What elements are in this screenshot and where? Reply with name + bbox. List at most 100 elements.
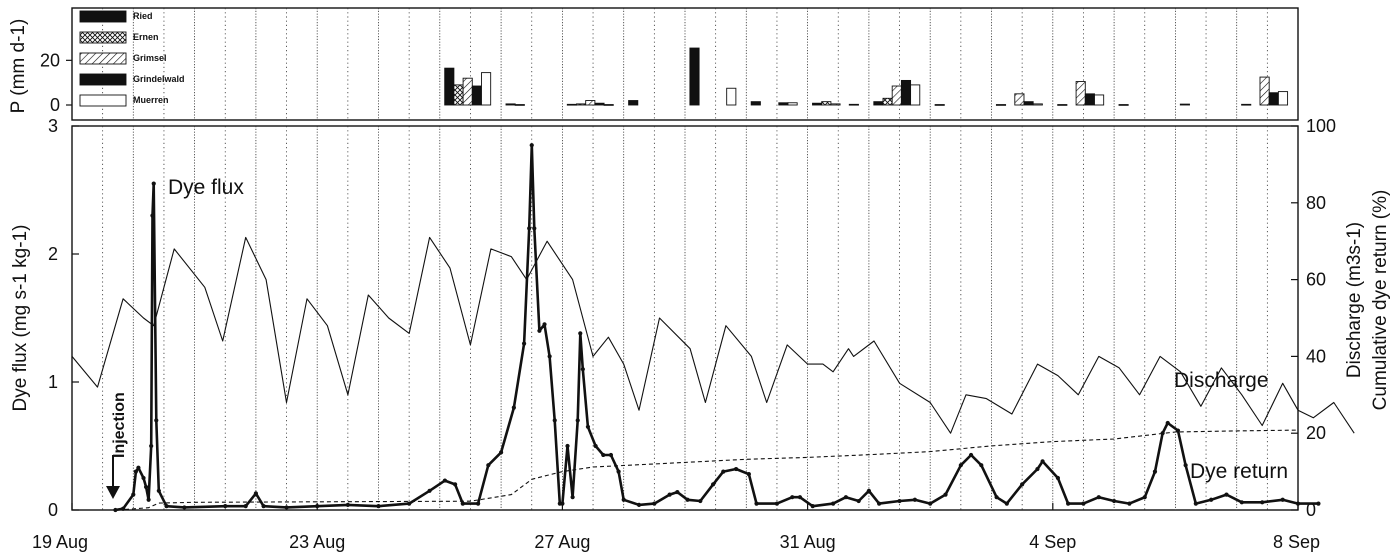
- precip-bar: [594, 102, 605, 106]
- dye-flux-point: [131, 492, 136, 497]
- right-y-axis-title-discharge: Discharge (m3s-1): [1344, 222, 1365, 378]
- dye-flux-point: [527, 226, 532, 231]
- annotation-dye-return: Dye return: [1190, 460, 1288, 483]
- legend-swatch: [79, 31, 127, 44]
- precip-bar: [1259, 76, 1270, 106]
- dye-flux-point: [150, 213, 155, 218]
- legend-label: Grindelwald: [133, 74, 185, 84]
- main-panel: 0 1 2 3 0 20 40 60 80 100 19 Aug 23 Aug 27 Aug 31 A…: [10, 116, 1391, 552]
- dye-flux-point: [243, 504, 248, 509]
- dye-flux-point: [912, 497, 917, 502]
- legend-label: Ernen: [133, 32, 159, 42]
- dye-flux-point: [1260, 500, 1265, 505]
- dye-flux-point: [182, 505, 187, 510]
- dye-flux-point: [1316, 501, 1321, 506]
- dye-flux-point: [1020, 482, 1025, 487]
- main-right-yticks: 0 20 40 60 80 100: [1291, 116, 1336, 520]
- dye-flux-point: [284, 505, 289, 510]
- dye-flux-point: [721, 469, 726, 474]
- precip-bar: [444, 67, 455, 106]
- right-ytick-label: 40: [1306, 346, 1326, 366]
- precip-bar: [1179, 103, 1190, 106]
- injection-marker: Injection: [106, 392, 128, 499]
- left-ytick-label: 2: [48, 244, 58, 264]
- xtick-label: 19 Aug: [32, 532, 88, 552]
- precip-bar: [726, 87, 737, 106]
- dye-flux-point: [1004, 501, 1009, 506]
- legend-label: Muerren: [133, 95, 169, 105]
- legend-swatch: [79, 10, 127, 23]
- precip-bar: [1277, 91, 1289, 106]
- precip-bar: [830, 103, 841, 106]
- injection-arrow-head: [106, 486, 120, 499]
- precip-bar: [689, 47, 700, 106]
- dye-flux-point: [542, 322, 547, 327]
- dye-flux-point: [427, 488, 432, 493]
- dye-flux-point: [149, 443, 154, 449]
- annotation-dye-flux: Dye flux: [168, 176, 244, 199]
- dye-flux-point: [831, 501, 836, 506]
- dye-flux-point: [1127, 501, 1132, 506]
- dye-flux-point: [560, 501, 565, 506]
- dye-flux-point: [843, 495, 849, 500]
- dye-flux-point: [968, 452, 974, 458]
- annotation-injection: Injection: [111, 392, 128, 458]
- dye-flux-point: [856, 498, 861, 504]
- precip-bar: [471, 85, 482, 106]
- dye-flux-point: [1096, 495, 1101, 500]
- precip-bar: [778, 102, 789, 106]
- legend-swatch: [79, 73, 127, 86]
- dye-flux-point: [580, 367, 585, 372]
- dye-flux-point: [537, 328, 542, 333]
- dye-flux-point: [1175, 428, 1181, 433]
- precip-bar: [1084, 93, 1095, 106]
- dye-flux-point: [754, 501, 759, 506]
- dye-flux-point: [552, 418, 557, 423]
- dye-flux-point: [943, 492, 948, 497]
- dye-flux-point: [521, 341, 527, 346]
- dye-flux-point: [877, 501, 882, 506]
- precip-y-axis-title: P (mm d-1): [8, 19, 29, 114]
- xtick-label: 27 Aug: [534, 532, 590, 552]
- legend-swatch: [79, 52, 127, 65]
- dye-flux-point: [133, 469, 138, 474]
- precip-bar: [1075, 81, 1086, 106]
- xtick-label: 31 Aug: [780, 532, 836, 552]
- left-y-axis-title: Dye flux (mg s-1 kg-1): [10, 225, 31, 412]
- precip-bar: [882, 97, 893, 106]
- dye-flux-point: [156, 488, 161, 493]
- left-ytick-label: 1: [48, 372, 58, 392]
- dye-flux-point: [958, 463, 963, 468]
- dye-flux-point: [113, 507, 118, 513]
- dye-flux-point: [151, 181, 156, 186]
- dye-flux-point: [593, 443, 598, 449]
- right-y-axis-title-return: Cumulative dye return (%): [1370, 190, 1391, 411]
- dye-flux-point: [141, 475, 146, 481]
- precip-bar: [848, 103, 859, 106]
- dye-flux-point: [810, 504, 815, 509]
- dye-flux-point: [223, 504, 228, 509]
- dye-flux-point: [136, 465, 141, 470]
- dye-flux-point: [146, 497, 151, 502]
- right-ytick-label: 80: [1306, 193, 1326, 213]
- dye-flux-point: [746, 472, 751, 477]
- main-grid: [102, 126, 1268, 510]
- precip-bar: [603, 104, 614, 106]
- main-left-yticks: 0 1 2 3: [48, 116, 79, 520]
- dye-flux-point: [532, 226, 537, 231]
- precip-ytick-label: 20: [40, 50, 60, 70]
- precip-bar: [1032, 103, 1043, 106]
- dye-flux-point: [442, 478, 448, 483]
- dye-flux-point: [1066, 501, 1071, 506]
- precip-bar: [1014, 93, 1025, 106]
- dye-flux-point: [1142, 495, 1147, 500]
- dye-flux-point: [652, 501, 657, 506]
- xtick-label: 4 Sep: [1029, 532, 1076, 552]
- dye-flux-point: [1209, 497, 1214, 502]
- dye-flux-point: [994, 495, 999, 500]
- dye-flux-point: [710, 482, 716, 487]
- precip-bar: [821, 101, 832, 106]
- dye-flux-point: [547, 354, 552, 359]
- dye-flux-point: [1280, 497, 1285, 502]
